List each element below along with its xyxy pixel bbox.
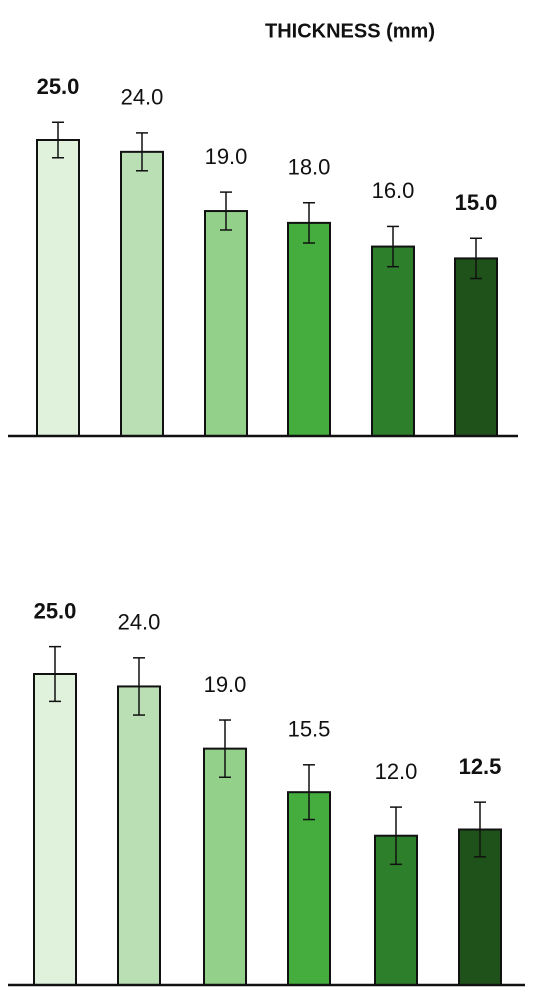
value-label: 19.0 bbox=[204, 672, 247, 697]
value-label: 25.0 bbox=[34, 598, 77, 623]
value-label: 12.0 bbox=[375, 759, 418, 784]
bar bbox=[120, 150, 164, 437]
bar bbox=[371, 245, 415, 437]
value-label: 12.5 bbox=[459, 754, 502, 779]
bar bbox=[36, 139, 80, 437]
bar bbox=[203, 747, 247, 987]
value-label: 25.0 bbox=[37, 74, 80, 99]
value-label: 24.0 bbox=[118, 610, 161, 635]
value-label: 15.5 bbox=[288, 717, 331, 742]
bar bbox=[117, 685, 161, 986]
bar bbox=[287, 221, 331, 437]
value-label: 18.0 bbox=[288, 155, 331, 180]
bar bbox=[204, 210, 248, 437]
bar bbox=[33, 673, 77, 986]
value-label: 19.0 bbox=[205, 144, 248, 169]
bar bbox=[287, 791, 331, 986]
value-label: 15.0 bbox=[455, 190, 498, 215]
chart-title: THICKNESS (mm) bbox=[265, 20, 435, 42]
value-label: 24.0 bbox=[121, 85, 164, 110]
bar bbox=[454, 257, 498, 437]
value-label: 16.0 bbox=[372, 178, 415, 203]
